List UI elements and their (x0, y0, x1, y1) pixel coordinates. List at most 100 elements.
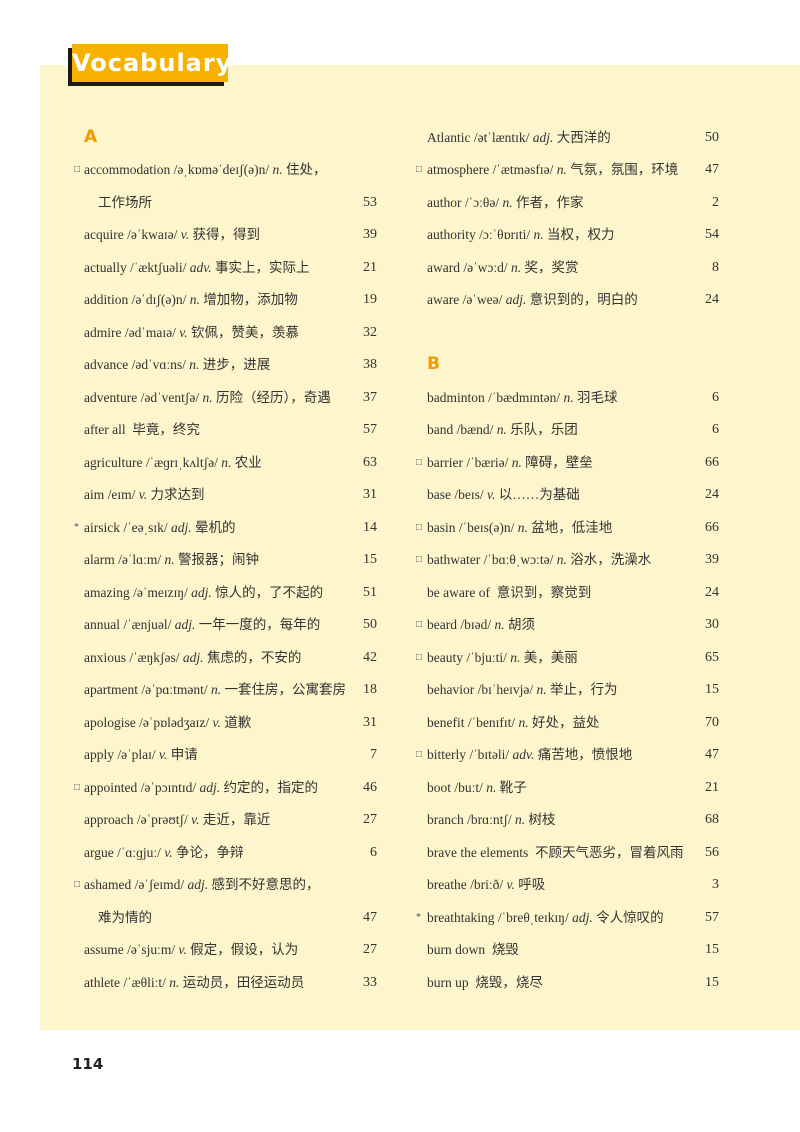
entry-gloss: 树枝 (528, 812, 556, 827)
entry-ipa: /əˌkɒməˈdeɪʃ(ə)n/ (173, 162, 270, 177)
panel (40, 65, 800, 1030)
entry-marker: □ (416, 651, 423, 663)
entry-gloss: 住处， (286, 162, 327, 177)
entry-marker: □ (74, 781, 81, 793)
entry-pos: v. (158, 747, 168, 762)
entry: athlete /ˈæθliːt/ n. 运动员，田径运动员 (84, 973, 304, 993)
entry-ipa: /ˈætməsfɪə/ (492, 162, 554, 177)
entry-gloss: 感到不好意思的， (211, 877, 320, 892)
entry-page: 24 (705, 584, 719, 600)
entry-pos: n. (486, 779, 497, 795)
entry-pos: n. (563, 389, 574, 405)
entry: accommodation /əˌkɒməˈdeɪʃ(ə)n/ n. 住处， (84, 160, 327, 180)
entry-word: be aware of (427, 584, 490, 600)
entry-page: 27 (363, 942, 377, 957)
entry: apply /əˈplaɪ/ v. 申请 (84, 745, 198, 765)
entry-ipa: /ˈæθliːt/ (123, 974, 166, 990)
entry-word: base (427, 487, 451, 502)
entry-pos: n. (221, 454, 232, 470)
entry-ipa: /brɑːntʃ/ (467, 812, 512, 827)
entry-pos: n. (515, 812, 526, 827)
entry: admire /ədˈmaɪə/ v. 钦佩，赞美，羡慕 (84, 323, 299, 343)
entry-word: admire (84, 324, 122, 340)
entry: badminton /ˈbædmɪntən/ n. 羽毛球 (427, 388, 618, 408)
entry-word: appointed (84, 779, 138, 795)
entry-gloss: 浴水，洗澡水 (570, 552, 652, 567)
entry: ashamed /əˈʃeɪmd/ adj. 感到不好意思的， (84, 875, 319, 895)
entry-word: burn down (427, 942, 486, 957)
entry-gloss: 奖，奖赏 (524, 259, 579, 275)
entry: actually /ˈæktʃuəli/ adv. 事实上，实际上 (84, 258, 309, 278)
entry-page: 39 (363, 227, 377, 242)
entry-marker: □ (416, 521, 423, 533)
entry-ipa: /ˈɔːθə/ (464, 194, 500, 210)
entry: appointed /əˈpɔɪntɪd/ adj. 约定的，指定的 (84, 778, 318, 798)
entry-gloss: 警报器；闹钟 (178, 552, 260, 567)
entry-word: agriculture (84, 454, 143, 470)
entry-pos: adv. (512, 747, 535, 762)
entry: anxious /ˈæŋkʃəs/ adj. 焦虑的，不安的 (84, 648, 301, 668)
title-tab: Vocabulary (72, 44, 231, 82)
entry-pos: adj. (174, 617, 196, 632)
entry-ipa: /beɪs/ (454, 487, 484, 502)
entry-page: 15 (705, 942, 719, 957)
entry-pos: adj. (532, 129, 554, 145)
entry-page: 47 (705, 162, 719, 177)
entry-ipa: /əˈprəʊtʃ/ (136, 812, 188, 827)
entry-page: 39 (705, 552, 719, 567)
entry-gloss: 进步，进展 (202, 357, 271, 372)
entry-ipa: /əˈpɑːtmənt/ (141, 682, 208, 697)
entry-word: behavior (427, 682, 475, 697)
entry-pos: n. (510, 649, 521, 665)
entry-gloss: 当权，权力 (547, 227, 615, 242)
entry-gloss: 意识到的，明白的 (529, 292, 638, 307)
entry-page: 15 (705, 974, 719, 990)
entry-ipa: /əˈʃeɪmd/ (134, 877, 185, 892)
entry-ipa: /ˈɑːɡjuː/ (117, 844, 161, 860)
entry-page: 27 (363, 812, 377, 827)
entry-gloss: 以……为基础 (498, 487, 580, 502)
entry-pos: adj. (187, 877, 209, 892)
entry-page: 19 (363, 292, 377, 307)
entry-pos: n. (511, 454, 522, 470)
section-letter: A (84, 126, 98, 147)
entry-page: 30 (705, 617, 719, 632)
entry-gloss: 毕竟，终究 (132, 422, 200, 437)
entry: band /bænd/ n. 乐队，乐团 (427, 420, 578, 440)
entry-pos: adj. (572, 909, 593, 925)
entry-gloss: 羽毛球 (577, 389, 618, 405)
entry: bathwater /ˈbɑːθˌwɔːtə/ n. 浴水，洗澡水 (427, 550, 651, 570)
entry: adventure /ədˈventʃə/ n. 历险（经历），奇遇 (84, 388, 331, 408)
entry: benefit /ˈbenɪfɪt/ n. 好处，益处 (427, 713, 599, 733)
entry-pos: n. (518, 714, 529, 730)
entry-pos: n. (556, 552, 567, 567)
entry-ipa: /ˈbɑːθˌwɔːtə/ (483, 552, 554, 567)
entry-ipa: /ədˈvɑːns/ (131, 357, 186, 372)
entry-page: 14 (363, 519, 377, 535)
entry-ipa: /ədˈventʃə/ (140, 389, 200, 405)
entry-ipa: /əˈwɔːd/ (463, 259, 508, 275)
entry: approach /əˈprəʊtʃ/ v. 走近，靠近 (84, 810, 270, 830)
entry-page: 7 (370, 747, 377, 762)
entry-page: 37 (363, 389, 377, 405)
entry-page: 31 (363, 714, 377, 730)
entry-gloss: 气氛，氛围，环境 (570, 162, 679, 177)
page-number: 114 (72, 1055, 104, 1073)
entry-gloss: 晕机的 (195, 519, 236, 535)
entry-word: accommodation (84, 162, 171, 177)
entry: advance /ədˈvɑːns/ n. 进步，进展 (84, 355, 270, 375)
entry-pos: adj. (170, 519, 192, 535)
entry-word: apologise (84, 714, 136, 730)
entry-ipa: /ɔːˈθɒrɪti/ (479, 227, 531, 242)
entry-marker: □ (416, 749, 423, 760)
entry: beard /bɪəd/ n. 胡须 (427, 615, 535, 635)
entry-pos: n. (533, 227, 544, 242)
entry-word: apply (84, 747, 114, 762)
entry-gloss: 事实上，实际上 (214, 259, 310, 275)
entry: breathtaking /ˈbreθˌteɪkɪŋ/ adj. 令人惊叹的 (427, 908, 664, 928)
section-letter: B (427, 354, 440, 374)
entry-word: adventure (84, 389, 138, 405)
entry-gloss: 不顾天气恶劣，冒着风雨 (534, 844, 684, 860)
entry-ipa: /əˈpɒlədʒaɪz/ (139, 714, 210, 730)
entry-ipa: /əˈsjuːm/ (127, 942, 176, 957)
